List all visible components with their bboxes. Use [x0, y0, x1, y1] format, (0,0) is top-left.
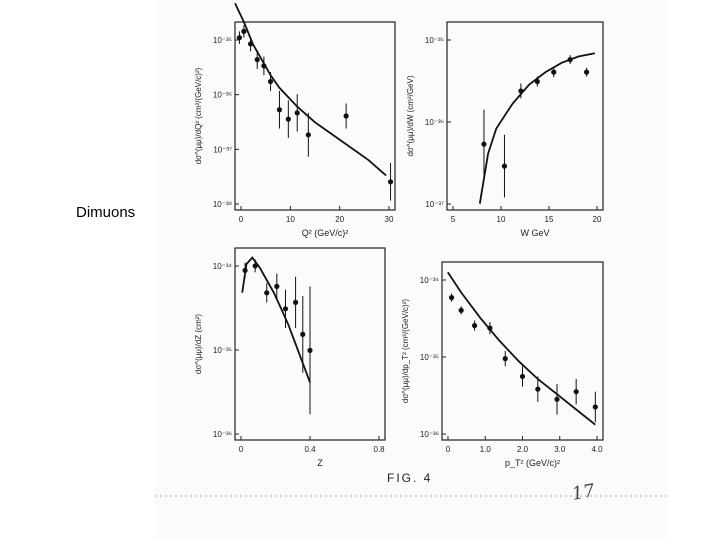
x-axis-label: W GeV: [520, 228, 549, 238]
panel-frame: [446, 21, 604, 211]
y-tick-label: 10⁻³⁴: [213, 262, 233, 271]
y-tick-label: 10⁻³⁷: [425, 200, 444, 209]
panel-2: 5 10 15 20 10⁻³⁵ 10⁻³⁶ 10⁻³⁷ W GeV dσ^(μμ)/dW (c…: [406, 21, 604, 238]
data-point: [471, 322, 478, 329]
x-tick-label: 30: [385, 215, 394, 224]
data-point: [294, 110, 300, 116]
slide-label: Dimuons: [76, 204, 136, 221]
y-tick-label: 10⁻³⁴: [420, 276, 440, 285]
theory-curve: [241, 256, 311, 383]
data-point: [307, 347, 313, 353]
data-point: [583, 69, 590, 75]
theory-curve: [478, 52, 595, 204]
data-point: [252, 263, 258, 269]
data-point: [501, 163, 508, 169]
y-tick-label: 10⁻³⁵: [420, 353, 439, 362]
data-point: [305, 132, 311, 138]
data-point: [448, 295, 455, 301]
figure-canvas: FIG. 4 17 0 10 20 30 10⁻³⁵ 10⁻³⁶ 10⁻³⁷ 10⁻³⁸ Q² …: [155, 2, 667, 505]
x-axis-label: Q² (GeV/c)²: [302, 228, 349, 238]
data-point: [274, 283, 280, 289]
x-tick-label: 10: [286, 215, 295, 224]
x-tick-label: 0.4: [304, 445, 316, 454]
data-point: [242, 267, 248, 273]
data-point: [264, 290, 270, 296]
y-tick-label: 10⁻³⁶: [213, 430, 232, 439]
handwritten-page-number: 17: [570, 480, 597, 505]
y-tick-label: 10⁻³⁶: [213, 91, 232, 100]
x-tick-label: 2.0: [517, 445, 529, 454]
data-point: [282, 306, 289, 312]
data-point: [261, 63, 267, 69]
y-tick-label: 10⁻³⁷: [213, 145, 232, 154]
y-axis-label: dσ^(μμ)/dW (cm²/GeV): [406, 75, 415, 156]
data-point: [276, 107, 283, 113]
data-point: [387, 179, 394, 185]
data-point: [567, 57, 573, 63]
y-tick-label: 10⁻³⁶: [420, 430, 439, 439]
panel-4: 0 1.0 2.0 3.0 4.0 10⁻³⁴ 10⁻³⁵ 10⁻³⁶ p_T² (GeV/c)…: [401, 261, 604, 468]
data-point: [254, 57, 260, 63]
y-axis-label: dσ^(μμ)/dp_T² (cm²/(GeV/c)²): [401, 299, 410, 403]
x-axis-label: Z: [317, 458, 323, 468]
theory-curve: [234, 2, 387, 177]
data-point: [241, 28, 247, 34]
data-point: [502, 356, 508, 362]
x-tick-label: 4.0: [591, 445, 603, 454]
data-point: [535, 386, 541, 392]
data-point: [292, 299, 299, 305]
data-point: [518, 88, 524, 94]
data-point: [343, 113, 349, 119]
y-tick-label: 10⁻³⁵: [213, 346, 232, 355]
y-tick-label: 10⁻³⁵: [425, 36, 444, 45]
x-tick-label: 0: [239, 445, 244, 454]
x-tick-label: 1.0: [480, 445, 492, 454]
x-tick-label: 20: [593, 215, 602, 224]
x-tick-label: 0: [446, 445, 451, 454]
y-axis-label: dσ^(μμ)/dQ² (cm²/(GeV/c)²): [194, 67, 203, 164]
y-tick-label: 10⁻³⁸: [213, 200, 232, 209]
panel-frame: [441, 261, 604, 441]
data-point: [551, 69, 557, 75]
x-tick-label: 5: [451, 215, 456, 224]
y-tick-label: 10⁻³⁵: [213, 36, 232, 45]
data-point: [519, 373, 526, 380]
data-point: [534, 78, 540, 85]
x-tick-label: 20: [335, 215, 344, 224]
x-axis-label: p_T² (GeV/c)²: [505, 458, 560, 468]
data-point: [487, 325, 493, 331]
data-point: [592, 404, 598, 410]
panel-frame: [234, 21, 396, 211]
data-point: [481, 141, 487, 147]
x-tick-label: 10: [497, 215, 506, 224]
data-point: [554, 396, 560, 402]
x-tick-label: 15: [545, 215, 554, 224]
data-point: [267, 78, 274, 85]
y-axis-label: dσ^(μμ)/dZ (cm²): [194, 314, 203, 374]
theory-curve: [447, 271, 596, 426]
y-tick-label: 10⁻³⁶: [425, 118, 444, 127]
data-point: [285, 116, 291, 122]
data-point: [247, 41, 254, 47]
data-point: [236, 35, 243, 41]
x-tick-label: 0.8: [373, 445, 385, 454]
data-point: [573, 389, 579, 395]
panel-3: 0 0.4 0.8 10⁻³⁴ 10⁻³⁵ 10⁻³⁶ Zdσ^(μμ)/dZ (cm²): [194, 247, 386, 468]
scanned-figure: FIG. 4 17 0 10 20 30 10⁻³⁵ 10⁻³⁶ 10⁻³⁷ 10⁻³⁸ Q² …: [155, 0, 667, 540]
panel-1: 0 10 20 30 10⁻³⁵ 10⁻³⁶ 10⁻³⁷ 10⁻³⁸ Q² (GeV/c)² dσ…: [194, 2, 396, 238]
figure-caption: FIG. 4: [387, 471, 432, 485]
data-point: [458, 307, 464, 313]
data-point: [300, 331, 306, 337]
x-tick-label: 3.0: [554, 445, 566, 454]
x-tick-label: 0: [239, 215, 244, 224]
